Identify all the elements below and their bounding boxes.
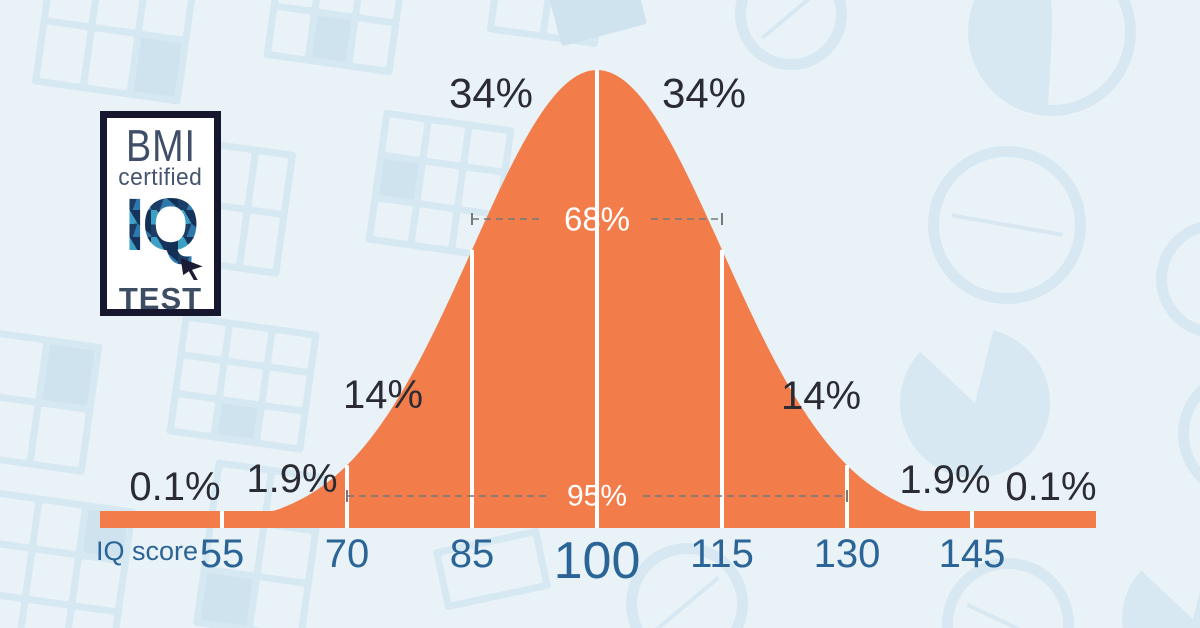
bmi-iq-test-logo: BMI certified IQ TEST <box>100 111 221 316</box>
annotation-percent-label: 95% <box>567 480 627 513</box>
logo-bmi-text: BMI <box>125 121 196 171</box>
x-tick-label: 70 <box>325 532 370 576</box>
pie-chart-icon <box>900 328 1050 478</box>
sigma-divider-line <box>470 249 474 529</box>
sigma-divider-line <box>720 249 724 529</box>
x-tick-label: 100 <box>554 532 641 590</box>
logo-certified-text: certified <box>118 163 203 192</box>
logo-iq-mosaic: IQ <box>124 188 203 280</box>
x-tick-label: 130 <box>814 532 881 576</box>
percent-label: 14% <box>781 374 861 418</box>
percent-label: 1.9% <box>246 457 337 501</box>
x-axis-label: IQ score <box>96 536 198 566</box>
x-tick-label: 55 <box>200 532 245 576</box>
percent-label: 34% <box>662 70 746 117</box>
percent-label: 0.1% <box>129 465 220 509</box>
sigma-divider-line <box>970 511 974 528</box>
pie-chart-icon <box>928 146 1086 304</box>
logo-test-text: TEST <box>118 281 203 316</box>
x-tick-label: 145 <box>939 532 1006 576</box>
percent-label: 34% <box>449 70 533 117</box>
pie-chart-icon <box>735 0 847 70</box>
percent-label: 1.9% <box>899 458 990 502</box>
percent-label: 0.1% <box>1005 465 1096 509</box>
pie-chart-icon <box>626 543 748 628</box>
logo-iq-text: IQ <box>124 183 199 266</box>
sigma-divider-line <box>595 70 599 528</box>
x-tick-label: 115 <box>690 532 754 576</box>
percent-label: 14% <box>343 373 423 417</box>
sigma-divider-line <box>220 511 224 528</box>
x-tick-label: 85 <box>450 532 495 576</box>
annotation-percent-label: 68% <box>564 201 630 238</box>
